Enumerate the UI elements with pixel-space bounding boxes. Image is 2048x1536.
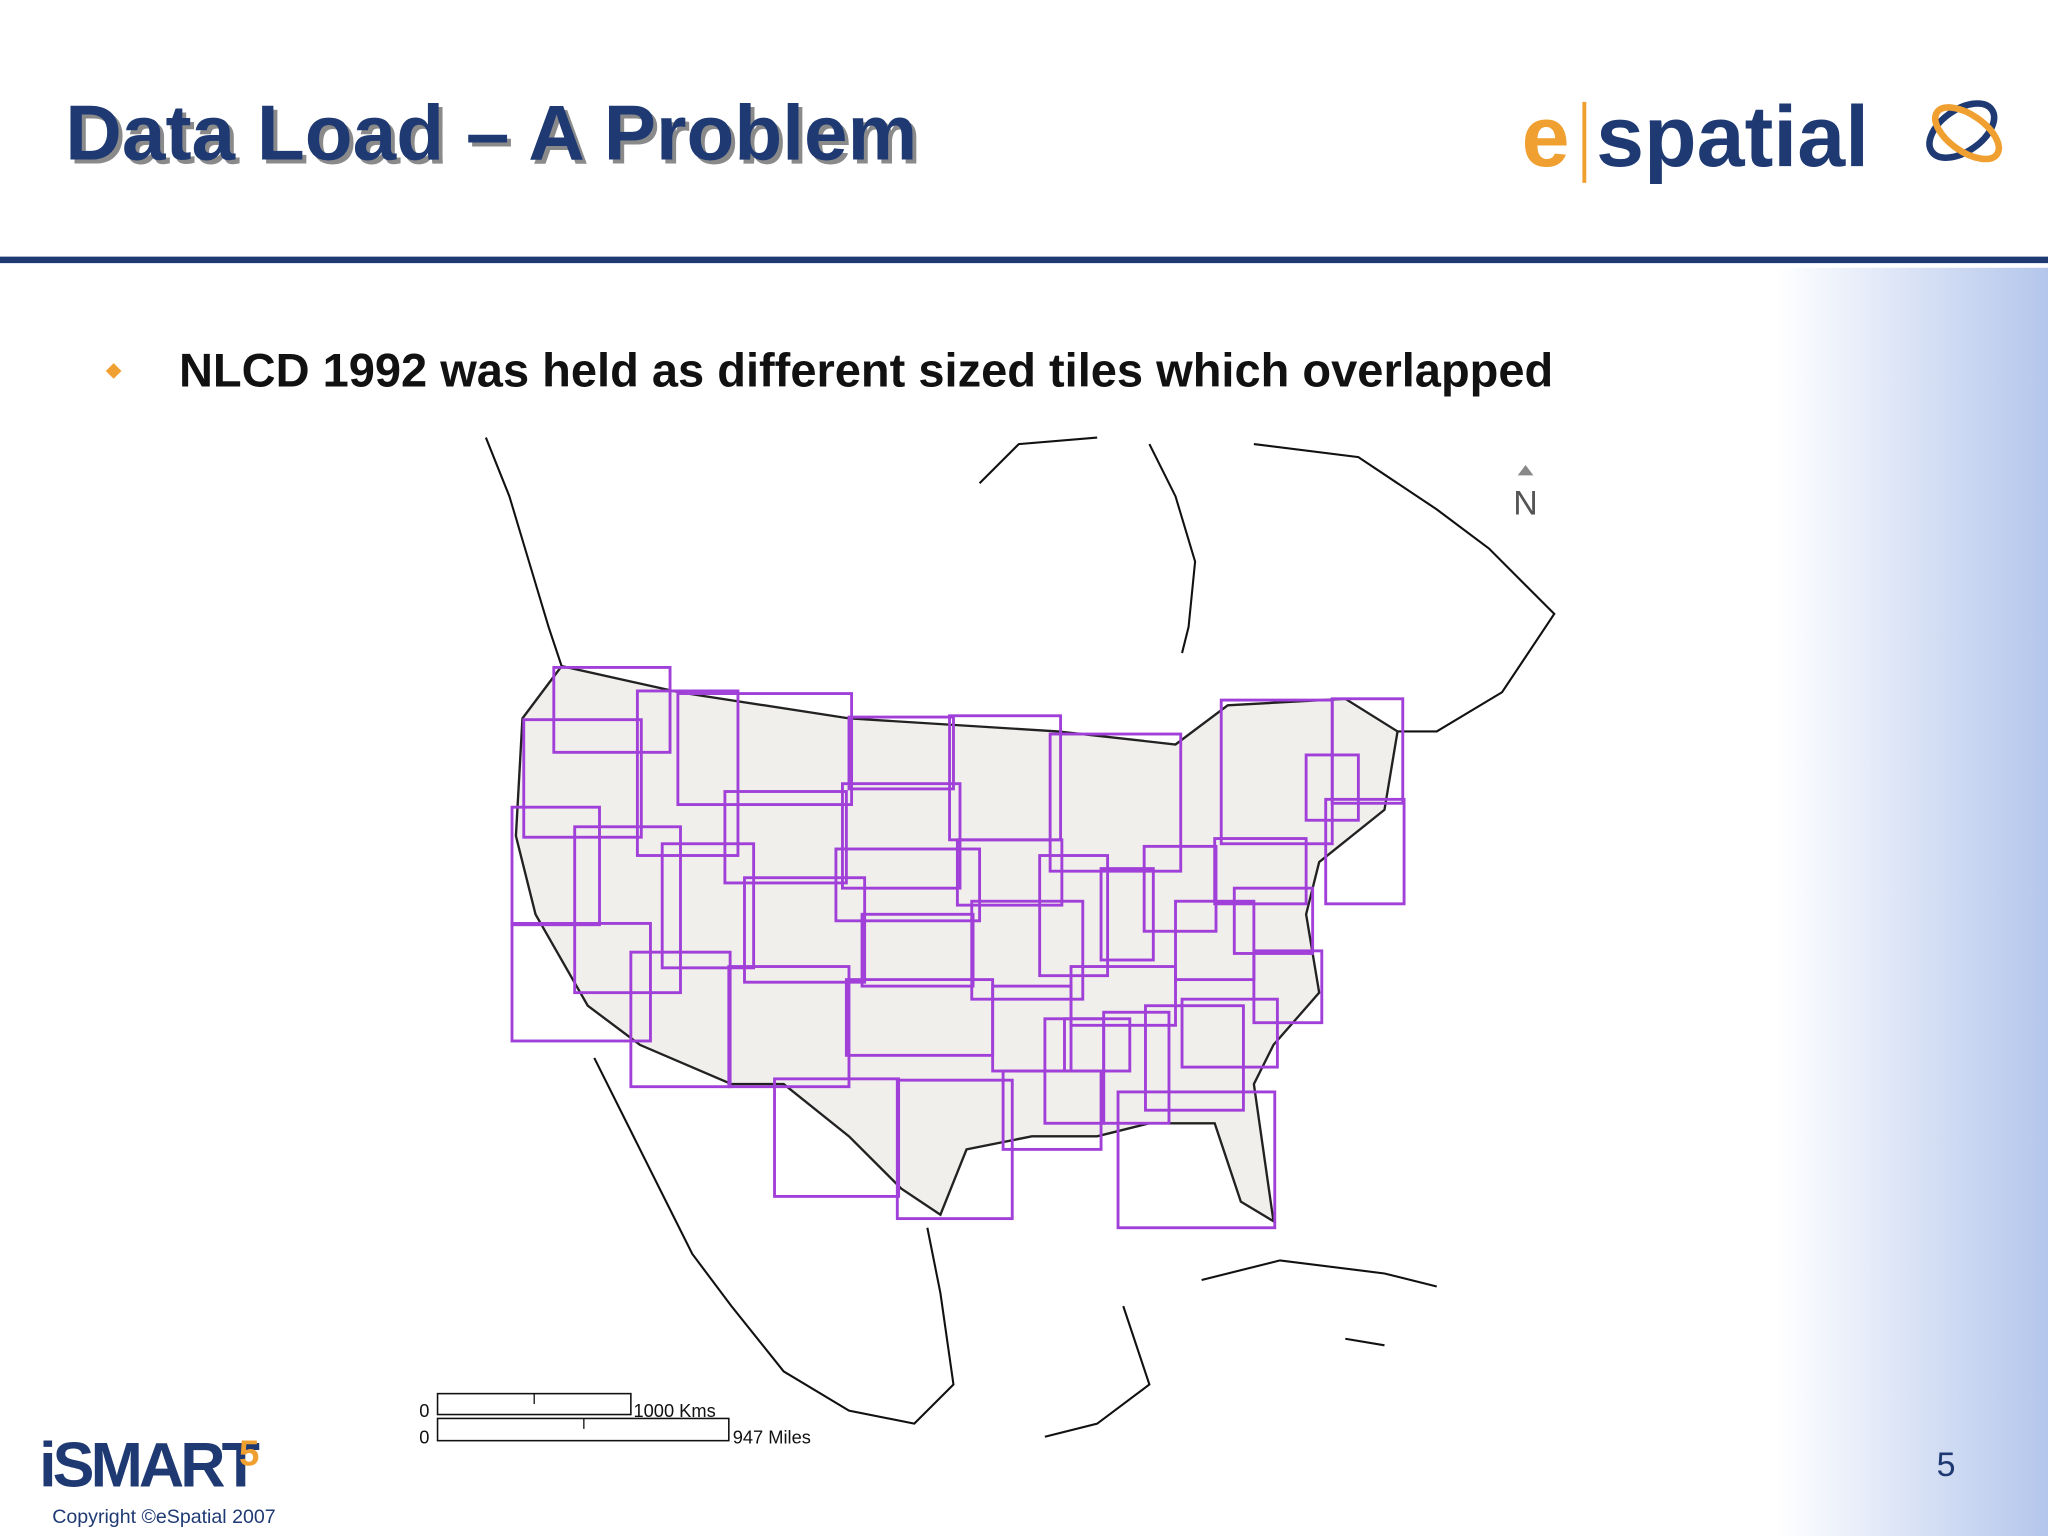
tile (1180, 997, 1279, 1069)
tile (847, 715, 955, 791)
logo-prefix: e (1522, 89, 1570, 185)
tile (743, 876, 867, 984)
north-label: N (1513, 485, 1538, 523)
tiles (510, 665, 1406, 1230)
tile (834, 847, 982, 923)
map: N 0 1000 Kms 0 947 Miles (419, 434, 1568, 1470)
espatial-logo: e spatial (1522, 89, 2003, 185)
tile (1001, 1069, 1103, 1151)
tile (1324, 797, 1406, 906)
scale-zero: 0 (419, 1426, 429, 1447)
tile (895, 1078, 1014, 1221)
side-gradient (1776, 267, 2048, 1536)
tile (1102, 1010, 1171, 1125)
copyright: Copyright ©eSpatial 2007 (52, 1506, 275, 1528)
slide-title: Data Load – A Problem (65, 88, 917, 176)
tile (1038, 854, 1110, 978)
bullet-marker (105, 363, 122, 379)
tile (1099, 867, 1155, 962)
tile (660, 842, 756, 970)
brand-logo: iSMART (39, 1430, 259, 1500)
north-arrow (1517, 464, 1534, 476)
tile (723, 790, 848, 885)
tile (1144, 1004, 1245, 1112)
tile (1048, 732, 1183, 873)
logo-ring (1932, 104, 2003, 163)
tile (841, 782, 962, 890)
tile (635, 689, 740, 857)
tile (573, 825, 682, 995)
tile (727, 965, 851, 1089)
tile (1304, 753, 1360, 822)
logo-ring (1926, 100, 1998, 161)
tile (1252, 949, 1324, 1025)
brand-version: 5 (239, 1432, 259, 1473)
tile (1232, 886, 1315, 955)
logo-name: spatial (1596, 89, 1869, 185)
scale-kms: 1000 Kms (633, 1400, 715, 1421)
tile (676, 692, 854, 807)
tile (1213, 837, 1308, 906)
mexico-coast (593, 1057, 1437, 1438)
canada-coast (484, 436, 1556, 733)
page-number: 5 (1937, 1446, 1956, 1484)
bullet-text: NLCD 1992 was held as different sized ti… (179, 344, 1553, 397)
tile (1174, 899, 1256, 982)
scale-zero: 0 (419, 1400, 429, 1421)
tile (510, 921, 652, 1043)
scale-miles: 947 Miles (733, 1426, 811, 1447)
title-shadow: Data Load – A Problem (69, 92, 921, 180)
tile (1330, 697, 1405, 805)
tile (552, 665, 672, 754)
tile (970, 899, 1085, 1001)
tile (522, 718, 643, 839)
tile (1116, 1090, 1277, 1230)
scale-bar: 0 1000 Kms 0 947 Miles (419, 1392, 811, 1447)
